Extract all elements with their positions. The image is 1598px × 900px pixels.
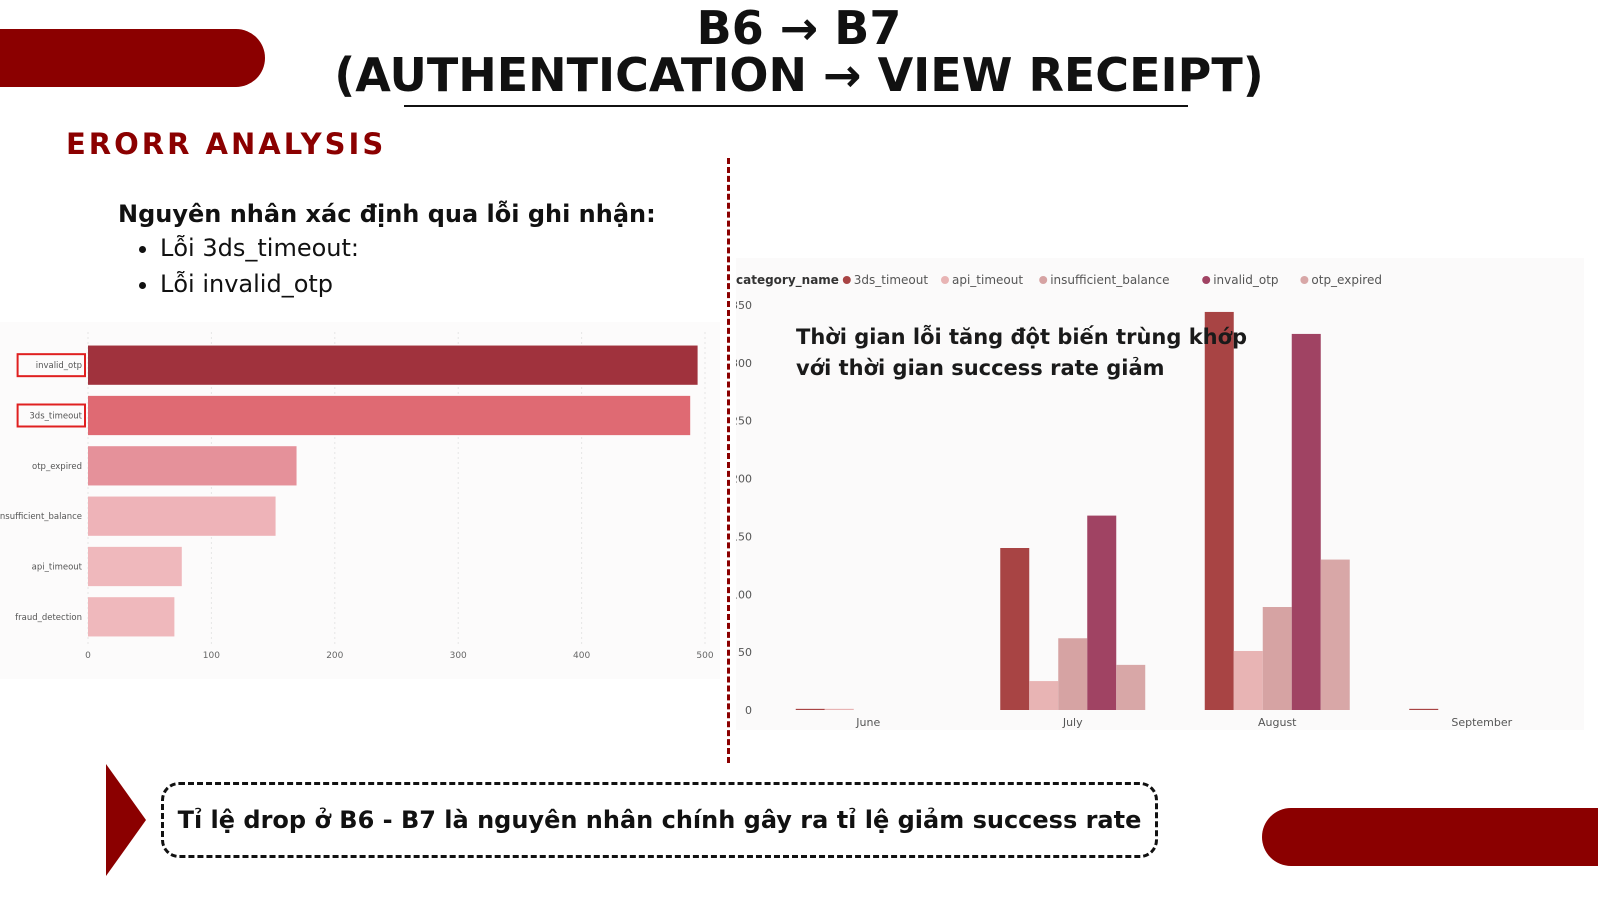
error-count-bar-chart: 0 100 200 300 400 500 invalid_otp 3ds_timeoutot…: [0, 332, 714, 661]
y-tick-label: 50: [738, 646, 752, 659]
x-tick-label: 100: [203, 651, 220, 661]
legend-swatch: [1202, 276, 1211, 284]
causes-list: Lỗi 3ds_timeout: Lỗi invalid_otp: [118, 234, 656, 298]
conclusion-text: Tỉ lệ drop ở B6 - B7 là nguyên nhân chín…: [177, 806, 1142, 834]
category-label: api_timeout: [32, 563, 83, 573]
bar: [88, 395, 691, 436]
header-accent-bar: [0, 29, 265, 87]
y-tick-label: 300: [736, 357, 752, 370]
y-tick-label: 350: [736, 299, 752, 312]
legend-swatch: [1039, 276, 1048, 284]
bar: [88, 597, 175, 637]
causes-heading: Nguyên nhân xác định qua lỗi ghi nhận:: [118, 200, 656, 228]
y-tick-label: 200: [736, 473, 752, 486]
column-bar: [1029, 681, 1059, 710]
column-bar: [1000, 548, 1030, 710]
cause-item: Lỗi 3ds_timeout:: [160, 234, 656, 262]
column-bar: [1116, 664, 1146, 710]
monthly-error-column-chart: 0 50 100 150 200 250 300 350 category_name 3ds_ti…: [731, 273, 1513, 729]
cause-item: Lỗi invalid_otp: [160, 270, 656, 298]
category-label: insufficient_balance: [0, 512, 82, 522]
category-label: otp_expired: [32, 462, 82, 472]
bar: [88, 345, 698, 385]
section-divider: [727, 158, 730, 763]
x-tick-label: August: [1258, 716, 1297, 729]
legend-title: category_name: [736, 273, 839, 288]
column-bar: [795, 708, 825, 710]
legend-label: invalid_otp: [1213, 273, 1278, 287]
column-bar: [1058, 638, 1088, 710]
causes-block: Nguyên nhân xác định qua lỗi ghi nhận: L…: [118, 200, 656, 306]
column-bar: [1087, 515, 1117, 710]
legend-label: otp_expired: [1311, 273, 1382, 287]
title-underline: [404, 105, 1188, 107]
column-bar: [1291, 333, 1321, 710]
highlight-box: [16, 353, 87, 378]
legend-label: 3ds_timeout: [854, 273, 929, 287]
x-tick-label: July: [1062, 716, 1083, 729]
y-tick-label: 0: [745, 704, 752, 717]
category-label: 3ds_timeout: [29, 412, 82, 422]
legend-swatch: [842, 276, 851, 284]
legend-label: api_timeout: [952, 273, 1023, 287]
x-tick-label: June: [855, 716, 880, 729]
section-title: ERORR ANALYSIS: [66, 127, 387, 161]
bar: [88, 546, 182, 587]
column-bar: [824, 708, 854, 710]
category-label: fraud_detection: [15, 613, 82, 623]
page-title-line1: B6 → B7: [696, 1, 902, 55]
x-tick-label: 0: [85, 651, 91, 661]
y-tick-label: 250: [736, 415, 752, 428]
chart-annotation-line1: Thời gian lỗi tăng đột biến trùng khớp: [796, 325, 1248, 349]
column-bar: [1320, 559, 1350, 710]
bar: [88, 496, 276, 536]
column-bar: [1233, 650, 1263, 710]
y-tick-label: 100: [736, 588, 752, 601]
page-title-line2: (AUTHENTICATION → VIEW RECEIPT): [334, 48, 1264, 102]
legend-label: insufficient_balance: [1050, 273, 1169, 287]
x-tick-label: September: [1451, 716, 1512, 729]
category-label: invalid_otp: [36, 361, 82, 371]
chart-annotation-line2: với thời gian success rate giảm: [796, 356, 1165, 380]
column-bar: [1409, 708, 1439, 710]
x-tick-label: 500: [696, 651, 713, 661]
legend-swatch: [1300, 276, 1309, 284]
x-tick-label: 400: [573, 651, 590, 661]
bar: [88, 446, 297, 486]
x-tick-label: 200: [326, 651, 343, 661]
column-bar: [1262, 607, 1292, 710]
arrow-marker-icon: [106, 764, 146, 876]
x-tick-label: 300: [450, 651, 467, 661]
highlight-box: [16, 403, 87, 428]
legend-swatch: [941, 276, 949, 284]
footer-accent-bar: [1262, 808, 1598, 866]
y-tick-label: 150: [736, 530, 752, 543]
monthly-error-chart-panel: 0 50 100 150 200 250 300 350 category_name 3ds_ti…: [731, 258, 1584, 730]
chart-annotation: Thời gian lỗi tăng đột biến trùng khớp v…: [796, 322, 1247, 384]
column-bar: [1204, 311, 1234, 710]
conclusion-box: Tỉ lệ drop ở B6 - B7 là nguyên nhân chín…: [161, 782, 1158, 858]
